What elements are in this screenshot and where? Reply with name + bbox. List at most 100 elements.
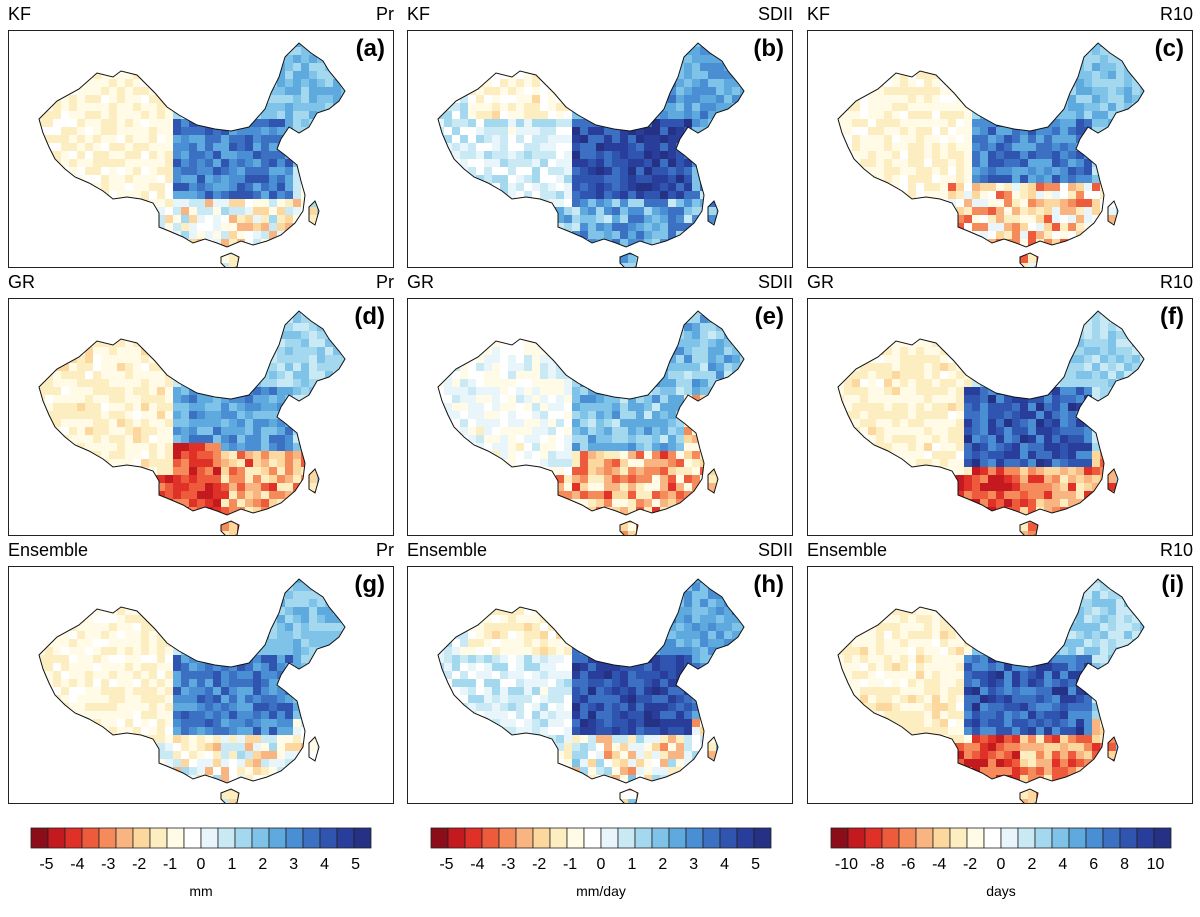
colorbar-tick-label: 3 — [689, 856, 698, 873]
map-canvas — [38, 42, 346, 267]
colorbar-scale: -5 -4 -3 -2 -1 0 1 2 3 4 5 — [30, 827, 372, 873]
panel-letter: (f) — [1160, 303, 1184, 330]
colorbar-swatch — [285, 827, 304, 849]
map-canvas — [38, 578, 346, 803]
colorbar-tick-label: 6 — [1089, 856, 1098, 873]
map-frame: (b) — [407, 30, 793, 268]
colorbar: -5 -4 -3 -2 -1 0 1 2 3 4 5 mm — [30, 827, 372, 899]
map-canvas — [437, 578, 745, 803]
panel-variable-label: SDII — [757, 272, 793, 292]
country-border — [619, 788, 639, 803]
map-canvas — [38, 310, 346, 535]
panel-model-label: GR — [407, 272, 434, 292]
colorbar-swatch — [98, 827, 117, 849]
colorbar-tick-label: 2 — [658, 856, 667, 873]
anomaly-field — [39, 579, 345, 803]
colorbar-swatch — [736, 827, 755, 849]
map-frame: (g) — [8, 566, 394, 804]
colorbar-swatch — [1153, 827, 1172, 849]
colorbar-swatch — [830, 827, 849, 849]
colorbar-swatch — [336, 827, 355, 849]
map-frame: (f) — [807, 298, 1193, 536]
colorbar-tick-label: 8 — [1120, 856, 1129, 873]
country-border — [707, 200, 719, 226]
colorbar-swatch — [1000, 827, 1019, 849]
map-frame: (a) — [8, 30, 394, 268]
anomaly-field — [838, 43, 1144, 267]
panel-title: GR Pr — [8, 270, 394, 296]
anomaly-field — [838, 579, 1144, 803]
colorbar-tick-label: -6 — [901, 856, 915, 873]
colorbar-swatch — [1051, 827, 1070, 849]
colorbar-swatch — [464, 827, 483, 849]
colorbar-swatch — [600, 827, 619, 849]
colorbar-swatch — [430, 827, 449, 849]
anomaly-field — [838, 311, 1144, 535]
panel-letter: (a) — [355, 35, 385, 62]
colorbar: -10 -8 -6 -4 -2 0 2 4 6 8 10 days — [830, 827, 1172, 899]
country-border — [837, 310, 1145, 516]
colorbar-tick-label: -10 — [835, 856, 858, 873]
colorbar-swatch — [634, 827, 653, 849]
colorbar-swatch — [251, 827, 270, 849]
colorbar-tick-label: 4 — [1058, 856, 1067, 873]
colorbar-tick-label: -5 — [39, 856, 53, 873]
colorbar-swatch — [753, 827, 772, 849]
colorbar-swatch — [1119, 827, 1138, 849]
map-frame: (h) — [407, 566, 793, 804]
colorbar: -5 -4 -3 -2 -1 0 1 2 3 4 5 mm/day — [430, 827, 772, 899]
colorbar-tick-label: 3 — [289, 856, 298, 873]
colorbar-swatch — [447, 827, 466, 849]
colorbar-unit: mm — [189, 883, 213, 899]
colorbar-swatch — [1068, 827, 1087, 849]
map-frame: (i) — [807, 566, 1193, 804]
colorbar-swatch — [319, 827, 338, 849]
panel-letter: (b) — [753, 35, 784, 62]
panel-title: KF SDII — [407, 2, 793, 28]
colorbar-swatch — [1102, 827, 1121, 849]
panel-model-label: Ensemble — [8, 540, 89, 560]
country-border — [1107, 468, 1119, 494]
panel-variable-label: R10 — [1159, 272, 1193, 292]
country-border — [220, 788, 240, 803]
country-border — [1019, 252, 1039, 267]
colorbar-swatch — [566, 827, 585, 849]
colorbar-unit: days — [986, 883, 1016, 899]
colorbar-scale: -5 -4 -3 -2 -1 0 1 2 3 4 5 — [430, 827, 772, 873]
anomaly-field — [438, 43, 744, 267]
colorbar-swatch — [651, 827, 670, 849]
colorbar-tick-label: -3 — [101, 856, 115, 873]
colorbar-swatch — [217, 827, 236, 849]
country-border — [308, 736, 320, 762]
panel-title: Ensemble R10 — [807, 538, 1193, 564]
colorbar-swatch — [719, 827, 738, 849]
map-frame: (d) — [8, 298, 394, 536]
country-border — [837, 578, 1145, 784]
panel-variable-label: SDII — [757, 540, 793, 560]
panel-model-label: KF — [807, 4, 831, 24]
country-border — [220, 252, 240, 267]
panel-letter: (e) — [754, 303, 784, 330]
colorbar-tick-label: -2 — [132, 856, 146, 873]
colorbar-swatch — [115, 827, 134, 849]
country-border — [707, 468, 719, 494]
colorbar-swatch — [583, 827, 602, 849]
colorbar-tick-label: -2 — [532, 856, 546, 873]
colorbar-tick-label: -2 — [963, 856, 977, 873]
panel-variable-label: R10 — [1159, 4, 1193, 24]
colorbar-swatch — [183, 827, 202, 849]
panel-letter: (i) — [1161, 571, 1184, 598]
colorbar-swatch — [481, 827, 500, 849]
colorbar-tick-label: -1 — [163, 856, 177, 873]
map-canvas — [837, 42, 1145, 267]
panel-variable-label: R10 — [1159, 540, 1193, 560]
colorbar-swatch — [302, 827, 321, 849]
panel-title: KF R10 — [807, 2, 1193, 28]
country-border — [38, 310, 346, 516]
anomaly-field — [438, 311, 744, 535]
panel-model-label: GR — [8, 272, 35, 292]
colorbar-tick-label: 4 — [720, 856, 729, 873]
colorbar-swatch — [532, 827, 551, 849]
colorbar-swatch — [881, 827, 900, 849]
colorbar-tick-label: 2 — [1027, 856, 1036, 873]
